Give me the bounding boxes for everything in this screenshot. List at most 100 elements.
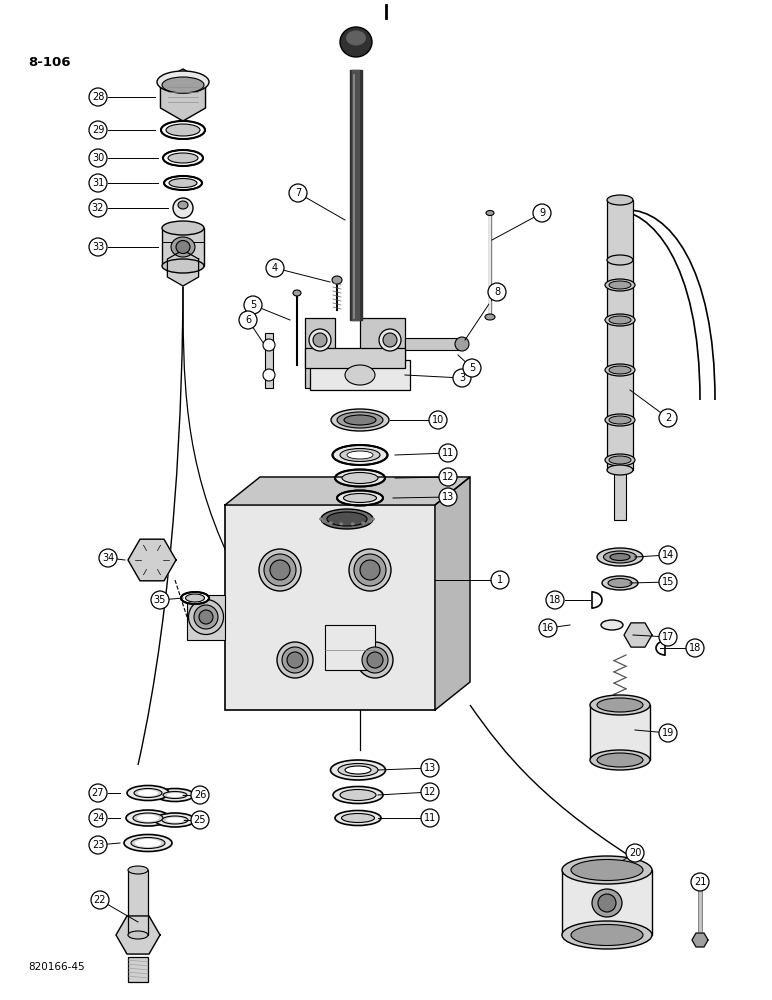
Ellipse shape: [338, 764, 378, 776]
Ellipse shape: [157, 71, 209, 93]
Circle shape: [439, 468, 457, 486]
Text: 16: 16: [542, 623, 554, 633]
Ellipse shape: [562, 856, 652, 884]
Text: 9: 9: [539, 208, 545, 218]
Bar: [405, 338, 460, 350]
Ellipse shape: [163, 792, 187, 798]
Ellipse shape: [590, 750, 650, 770]
Text: 2: 2: [665, 413, 671, 423]
Text: 13: 13: [442, 492, 454, 502]
Text: 28: 28: [92, 92, 104, 102]
Text: 18: 18: [689, 643, 701, 653]
Ellipse shape: [605, 454, 635, 466]
Text: 11: 11: [442, 448, 454, 458]
Ellipse shape: [176, 240, 190, 253]
Ellipse shape: [293, 290, 301, 296]
Ellipse shape: [128, 931, 148, 939]
Bar: [305, 318, 335, 388]
Ellipse shape: [607, 195, 633, 205]
Text: 34: 34: [102, 553, 114, 563]
Bar: [607, 260, 633, 470]
Circle shape: [463, 359, 481, 377]
Circle shape: [691, 873, 709, 891]
Ellipse shape: [362, 647, 388, 673]
Polygon shape: [352, 70, 359, 320]
Ellipse shape: [609, 416, 631, 424]
Circle shape: [421, 783, 439, 801]
Text: 24: 24: [92, 813, 104, 823]
Ellipse shape: [571, 859, 643, 880]
Ellipse shape: [379, 329, 401, 351]
Ellipse shape: [259, 549, 301, 591]
Circle shape: [488, 283, 506, 301]
Ellipse shape: [162, 816, 188, 824]
Circle shape: [659, 546, 677, 564]
Circle shape: [546, 591, 564, 609]
Ellipse shape: [340, 448, 380, 462]
Circle shape: [89, 784, 107, 802]
Circle shape: [89, 836, 107, 854]
Ellipse shape: [264, 554, 296, 586]
Text: 8-106: 8-106: [28, 55, 70, 68]
Polygon shape: [116, 916, 160, 954]
Circle shape: [151, 591, 169, 609]
Polygon shape: [624, 623, 652, 647]
Circle shape: [659, 409, 677, 427]
Ellipse shape: [333, 445, 388, 465]
Circle shape: [533, 204, 551, 222]
Ellipse shape: [188, 599, 224, 635]
Text: 22: 22: [93, 895, 107, 905]
Text: 23: 23: [92, 840, 104, 850]
Ellipse shape: [138, 790, 158, 796]
Bar: [128, 870, 148, 935]
Ellipse shape: [337, 490, 383, 506]
Ellipse shape: [263, 339, 275, 351]
Bar: [305, 348, 405, 368]
Text: 19: 19: [662, 728, 674, 738]
Text: 26: 26: [194, 790, 206, 800]
Text: 18: 18: [549, 595, 561, 605]
Bar: [360, 318, 405, 388]
Ellipse shape: [135, 839, 161, 847]
Ellipse shape: [344, 493, 377, 502]
Ellipse shape: [609, 316, 631, 324]
Ellipse shape: [133, 813, 163, 823]
Ellipse shape: [367, 652, 383, 668]
Ellipse shape: [605, 314, 635, 326]
Ellipse shape: [330, 760, 385, 780]
Ellipse shape: [194, 605, 218, 629]
Polygon shape: [168, 250, 198, 286]
Text: 10: 10: [432, 415, 444, 425]
Ellipse shape: [601, 620, 623, 630]
Ellipse shape: [605, 279, 635, 291]
Ellipse shape: [178, 201, 188, 209]
Ellipse shape: [277, 642, 313, 678]
Text: 21: 21: [694, 877, 706, 887]
Ellipse shape: [346, 30, 366, 45]
Text: 27: 27: [92, 788, 104, 798]
Ellipse shape: [339, 522, 344, 525]
Ellipse shape: [127, 786, 169, 800]
Ellipse shape: [199, 610, 213, 624]
Bar: [162, 228, 204, 266]
Text: 25: 25: [194, 815, 206, 825]
Ellipse shape: [155, 813, 195, 827]
Ellipse shape: [335, 810, 381, 826]
Text: 5: 5: [469, 363, 475, 373]
Text: 4: 4: [272, 263, 278, 273]
Text: 12: 12: [424, 787, 436, 797]
Circle shape: [429, 411, 447, 429]
Circle shape: [191, 786, 209, 804]
Circle shape: [99, 549, 117, 567]
Circle shape: [266, 259, 284, 277]
Ellipse shape: [331, 409, 389, 431]
Ellipse shape: [163, 150, 203, 166]
Bar: [265, 333, 273, 388]
Text: 12: 12: [442, 472, 454, 482]
Ellipse shape: [371, 518, 375, 520]
Circle shape: [626, 844, 644, 862]
Polygon shape: [128, 539, 176, 581]
Ellipse shape: [169, 178, 197, 188]
Ellipse shape: [340, 790, 376, 800]
Ellipse shape: [263, 369, 275, 381]
